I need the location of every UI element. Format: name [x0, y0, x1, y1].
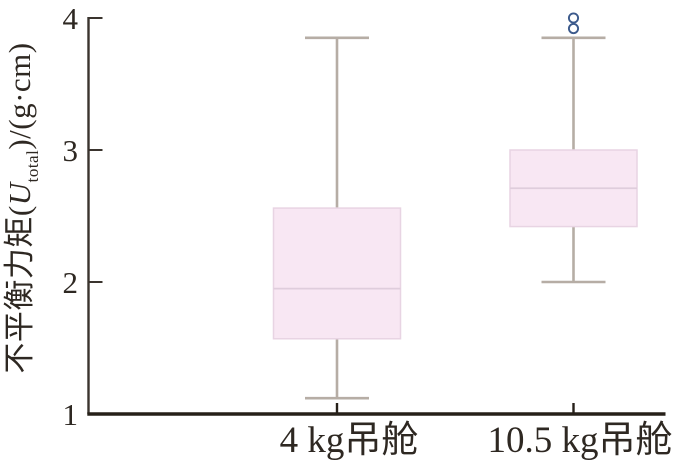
y-axis-title-variable: U: [2, 180, 37, 205]
y-tick-label: 1: [63, 397, 79, 432]
y-tick-label: 3: [63, 133, 79, 168]
x-tick-label: 4 kg吊舱: [280, 419, 419, 461]
y-axis-title-subscript: total: [23, 150, 42, 183]
y-axis-title-suffix: )/(g·cm): [2, 42, 37, 149]
chart-layer: 1 2 3 4 4 kg吊舱 10.5 kg吊舱: [63, 1, 673, 461]
outlier-point: [567, 12, 580, 24]
outlier-point: [567, 23, 580, 35]
box: [272, 207, 402, 340]
y-axis-title-prefix: 不平衡力矩(: [2, 205, 37, 373]
x-tick-label: 10.5 kg吊舱: [488, 419, 673, 461]
y-tick-label: 2: [63, 265, 79, 300]
y-tick-label: 4: [63, 1, 79, 36]
y-axis-title: 不平衡力矩(Utotal)/(g·cm): [2, 42, 42, 373]
